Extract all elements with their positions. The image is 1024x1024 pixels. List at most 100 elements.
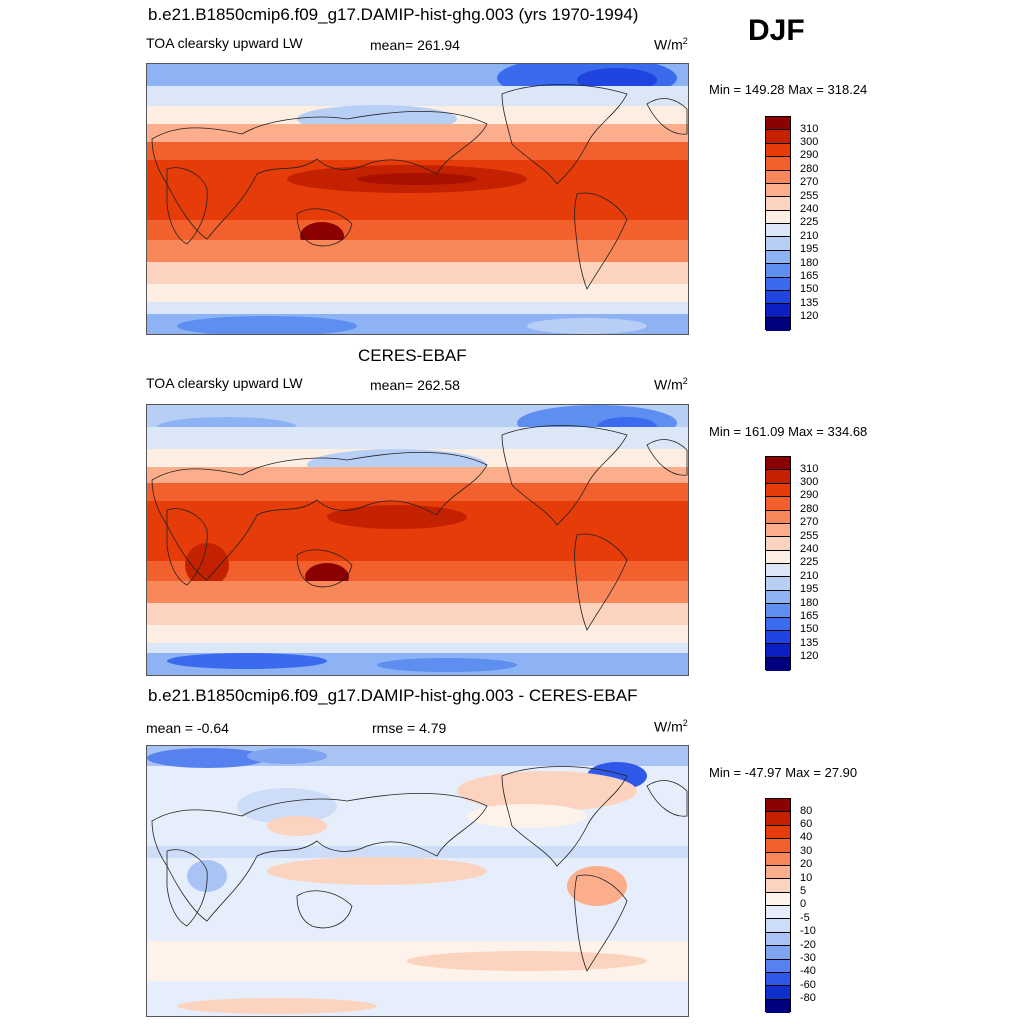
colorbar-3-tick: 0 bbox=[800, 898, 807, 910]
colorbar-1-box bbox=[766, 130, 790, 144]
colorbar-2-tick: 290 bbox=[800, 489, 819, 501]
panel-2-mean-label: mean= 262.58 bbox=[370, 377, 460, 393]
colorbar-3-box bbox=[766, 852, 790, 866]
colorbar-2-box bbox=[766, 497, 790, 511]
colorbar-1-box bbox=[766, 237, 790, 251]
colorbar-2-box bbox=[766, 537, 790, 551]
colorbar-1-tick: 180 bbox=[800, 257, 819, 269]
colorbar-3-box bbox=[766, 986, 790, 1000]
colorbar-1-tick: 240 bbox=[800, 203, 819, 215]
colorbar-1-box bbox=[766, 317, 790, 331]
colorbar-3-tick: 10 bbox=[800, 872, 813, 884]
colorbar-1-box bbox=[766, 183, 790, 198]
colorbar-3-box bbox=[766, 999, 790, 1013]
panel-1-minmax: Min = 149.28 Max = 318.24 bbox=[709, 82, 868, 97]
colorbar-2-box bbox=[766, 457, 790, 471]
colorbar-2-box bbox=[766, 510, 790, 524]
colorbar-3-box bbox=[766, 959, 790, 973]
colorbar-1-tick: 150 bbox=[800, 283, 819, 295]
colorbar-3-tick: 5 bbox=[800, 885, 807, 897]
colorbar-2-tick: 150 bbox=[800, 623, 819, 635]
panel-2-map bbox=[146, 404, 689, 676]
colorbar-3-tick: 60 bbox=[800, 818, 813, 830]
panel-1-colorbar bbox=[765, 116, 791, 331]
colorbar-1-box bbox=[766, 224, 790, 238]
colorbar-2-box bbox=[766, 617, 790, 631]
colorbar-3-box bbox=[766, 812, 790, 826]
panel-3-map bbox=[146, 745, 689, 1017]
colorbar-1-tick: 210 bbox=[800, 230, 819, 242]
colorbar-1-tick: 195 bbox=[800, 243, 819, 255]
colorbar-3-tick: 20 bbox=[800, 858, 813, 870]
colorbar-3-box bbox=[766, 839, 790, 853]
panel-3-mean-label: mean = -0.64 bbox=[146, 720, 229, 736]
colorbar-2-tick: 135 bbox=[800, 637, 819, 649]
colorbar-3-box bbox=[766, 879, 790, 893]
panel-2-units: W/m2 bbox=[654, 376, 688, 393]
colorbar-1-box bbox=[766, 197, 790, 211]
colorbar-1-tick: 120 bbox=[800, 310, 819, 322]
colorbar-2-tick: 180 bbox=[800, 597, 819, 609]
colorbar-2-tick: 210 bbox=[800, 570, 819, 582]
season-label: DJF bbox=[748, 14, 805, 47]
colorbar-2-tick: 300 bbox=[800, 476, 819, 488]
colorbar-2-box bbox=[766, 604, 790, 618]
colorbar-3-tick: -30 bbox=[800, 952, 816, 964]
colorbar-3-box bbox=[766, 865, 790, 880]
colorbar-2-box bbox=[766, 483, 790, 498]
colorbar-2-tick: 240 bbox=[800, 543, 819, 555]
colorbar-3-tick: -40 bbox=[800, 965, 816, 977]
colorbar-3-tick: -80 bbox=[800, 992, 816, 1004]
colorbar-1-tick: 255 bbox=[800, 190, 819, 202]
colorbar-1-box bbox=[766, 250, 790, 265]
colorbar-2-box bbox=[766, 590, 790, 605]
colorbar-1-box bbox=[766, 264, 790, 278]
colorbar-3-tick: 40 bbox=[800, 831, 813, 843]
colorbar-2-box bbox=[766, 564, 790, 578]
panel-3-title: b.e21.B1850cmip6.f09_g17.DAMIP-hist-ghg.… bbox=[148, 686, 638, 705]
colorbar-2-box bbox=[766, 644, 790, 658]
colorbar-2-box bbox=[766, 523, 790, 538]
colorbar-1-tick: 165 bbox=[800, 270, 819, 282]
colorbar-2-tick: 120 bbox=[800, 650, 819, 662]
colorbar-1-tick: 280 bbox=[800, 163, 819, 175]
colorbar-1-box bbox=[766, 170, 790, 184]
panel-3-rmse-label: rmse = 4.79 bbox=[372, 720, 447, 736]
panel-2-minmax: Min = 161.09 Max = 334.68 bbox=[709, 424, 868, 439]
colorbar-1-box bbox=[766, 117, 790, 131]
colorbar-3-tick: 30 bbox=[800, 845, 813, 857]
colorbar-2-box bbox=[766, 470, 790, 484]
colorbar-2-box bbox=[766, 550, 790, 564]
panel-1-title: b.e21.B1850cmip6.f09_g17.DAMIP-hist-ghg.… bbox=[148, 5, 639, 24]
colorbar-3-box bbox=[766, 919, 790, 933]
colorbar-3-tick: -10 bbox=[800, 925, 816, 937]
colorbar-1-box bbox=[766, 290, 790, 305]
panel-3-colorbar bbox=[765, 798, 791, 1013]
colorbar-2-tick: 310 bbox=[800, 463, 819, 475]
colorbar-1-box bbox=[766, 304, 790, 318]
panel-1-map bbox=[146, 63, 689, 335]
colorbar-2-tick: 165 bbox=[800, 610, 819, 622]
colorbar-3-tick: -60 bbox=[800, 979, 816, 991]
panel-3-minmax: Min = -47.97 Max = 27.90 bbox=[709, 765, 858, 780]
colorbar-2-tick: 280 bbox=[800, 503, 819, 515]
colorbar-3-tick: -5 bbox=[800, 912, 810, 924]
colorbar-3-tick: -20 bbox=[800, 939, 816, 951]
panel-3-units: W/m2 bbox=[654, 718, 688, 735]
colorbar-3-box bbox=[766, 932, 790, 947]
colorbar-2-tick: 270 bbox=[800, 516, 819, 528]
colorbar-2-box bbox=[766, 630, 790, 645]
colorbar-1-box bbox=[766, 157, 790, 171]
colorbar-1-tick: 290 bbox=[800, 149, 819, 161]
colorbar-2-tick: 225 bbox=[800, 556, 819, 568]
colorbar-1-tick: 300 bbox=[800, 136, 819, 148]
colorbar-1-tick: 310 bbox=[800, 123, 819, 135]
colorbar-2-box bbox=[766, 577, 790, 591]
colorbar-1-box bbox=[766, 210, 790, 224]
colorbar-2-box bbox=[766, 657, 790, 671]
panel-2-title: CERES-EBAF bbox=[358, 346, 467, 365]
colorbar-2-tick: 255 bbox=[800, 530, 819, 542]
colorbar-1-tick: 135 bbox=[800, 297, 819, 309]
colorbar-3-box bbox=[766, 892, 790, 906]
colorbar-1-tick: 225 bbox=[800, 216, 819, 228]
